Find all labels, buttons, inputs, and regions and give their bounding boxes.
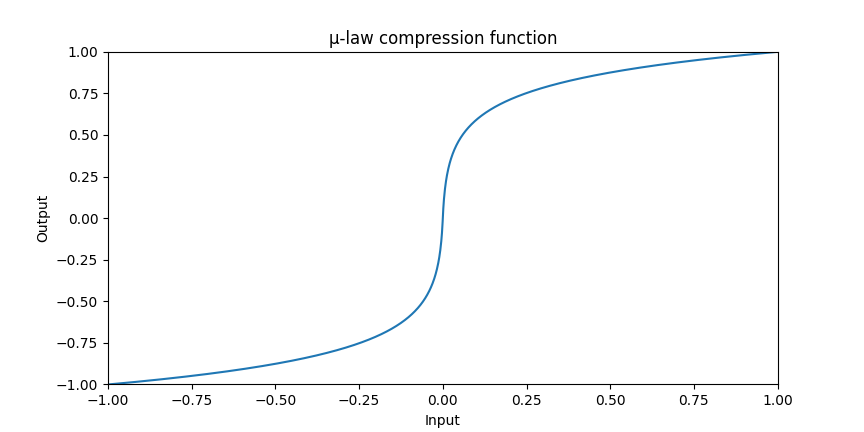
Y-axis label: Output: Output: [36, 194, 50, 242]
Title: μ-law compression function: μ-law compression function: [328, 29, 557, 48]
X-axis label: Input: Input: [425, 414, 461, 428]
